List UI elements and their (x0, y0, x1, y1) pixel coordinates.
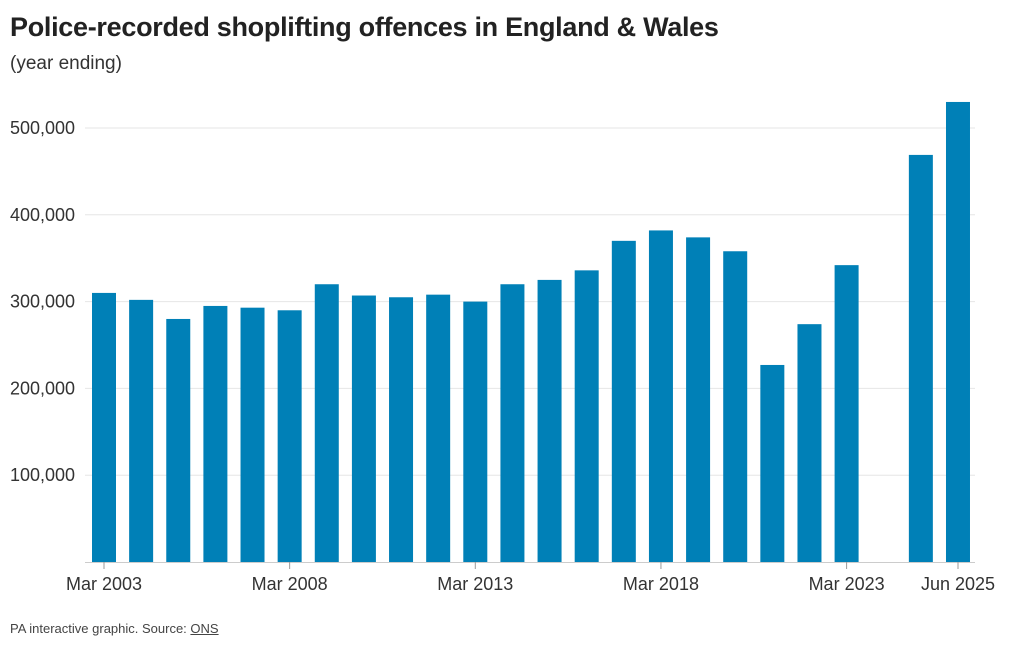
bar-mar-2011[interactable] (389, 297, 414, 562)
bar-mar-2010[interactable] (351, 295, 376, 562)
bar-mar-2008[interactable] (277, 310, 302, 562)
bar-mar-2015[interactable] (537, 279, 562, 562)
y-tick-label: 500,000 (10, 118, 75, 138)
bar-mar-2025[interactable] (908, 154, 933, 562)
bar-mar-2022[interactable] (797, 324, 822, 562)
bar-mar-2007[interactable] (240, 307, 265, 562)
x-tick-label: Mar 2013 (437, 574, 513, 594)
x-tick-label: Jun 2025 (921, 574, 995, 594)
bar-mar-2014[interactable] (500, 284, 525, 562)
y-tick-label: 100,000 (10, 465, 75, 485)
footer-credit-text: PA interactive graphic. Source: (10, 621, 191, 636)
bar-mar-2012[interactable] (426, 294, 451, 562)
x-tick-label: Mar 2023 (809, 574, 885, 594)
x-tick-label: Mar 2018 (623, 574, 699, 594)
bar-mar-2021[interactable] (760, 364, 785, 562)
chart-title: Police-recorded shoplifting offences in … (10, 12, 719, 42)
bar-mar-2019[interactable] (686, 237, 711, 563)
bar-mar-2004[interactable] (129, 299, 154, 562)
bar-mar-2009[interactable] (314, 284, 339, 562)
source-link[interactable]: ONS (190, 621, 219, 636)
bar-mar-2003[interactable] (92, 292, 116, 562)
bar-mar-2018[interactable] (648, 230, 673, 562)
bar-mar-2016[interactable] (574, 270, 599, 562)
bar-mar-2023[interactable] (834, 265, 859, 562)
bar-mar-2006[interactable] (203, 305, 228, 562)
bar-mar-2005[interactable] (166, 318, 191, 562)
x-tick-label: Mar 2003 (66, 574, 142, 594)
y-tick-label: 200,000 (10, 378, 75, 398)
x-tick-label: Mar 2008 (252, 574, 328, 594)
footer-credit: PA interactive graphic. Source: ONS (10, 621, 219, 636)
bar-mar-2017[interactable] (611, 240, 636, 562)
y-tick-label: 300,000 (10, 292, 75, 312)
y-tick-label: 400,000 (10, 205, 75, 225)
bar-mar-2020[interactable] (723, 251, 748, 563)
bar-jun-2025[interactable] (945, 101, 970, 563)
chart-subtitle: (year ending) (10, 53, 122, 74)
bar-mar-2013[interactable] (463, 301, 488, 562)
